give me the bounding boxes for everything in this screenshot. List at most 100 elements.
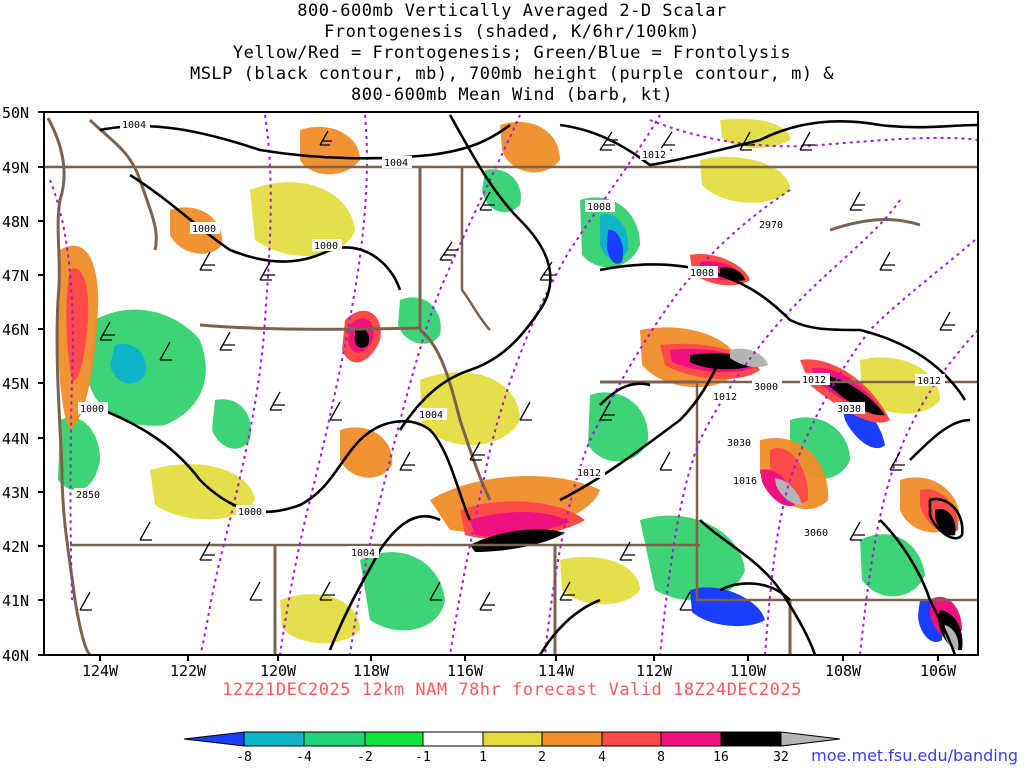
svg-text:108W: 108W bbox=[825, 662, 862, 680]
mslp-label: 1016 bbox=[731, 474, 761, 487]
height-label: 2970 bbox=[757, 218, 787, 231]
mslp-label: 1000 bbox=[78, 402, 108, 415]
colorbar-swatch bbox=[183, 731, 245, 747]
svg-text:46N: 46N bbox=[2, 321, 29, 339]
height-label: 2850 bbox=[74, 488, 104, 501]
colorbar-label: -8 bbox=[236, 750, 252, 765]
svg-text:106W: 106W bbox=[920, 662, 957, 680]
svg-text:1004: 1004 bbox=[122, 120, 146, 131]
lon-tick: 108W bbox=[825, 655, 862, 680]
svg-text:3030: 3030 bbox=[837, 404, 861, 415]
svg-text:3030: 3030 bbox=[727, 438, 751, 449]
svg-text:3060: 3060 bbox=[804, 528, 828, 539]
mslp-label: 1004 bbox=[120, 118, 150, 131]
svg-text:45N: 45N bbox=[2, 375, 29, 393]
lon-tick: 110W bbox=[730, 655, 767, 680]
svg-text:49N: 49N bbox=[2, 159, 29, 177]
mslp-label: 1008 bbox=[585, 200, 615, 213]
mslp-label: 1000 bbox=[236, 505, 266, 518]
colorbar-label: 16 bbox=[713, 750, 729, 765]
svg-text:1000: 1000 bbox=[80, 404, 104, 415]
mslp-label: 1012 bbox=[640, 148, 670, 161]
lon-tick: 122W bbox=[170, 655, 207, 680]
svg-text:44N: 44N bbox=[2, 430, 29, 448]
weak-frontogenesis-shading bbox=[150, 118, 940, 644]
height-label: 3030 bbox=[835, 402, 865, 415]
height-label: 3000 bbox=[752, 380, 782, 393]
lon-tick: 106W bbox=[920, 655, 957, 680]
svg-text:42N: 42N bbox=[2, 538, 29, 556]
height-label: 3060 bbox=[802, 526, 832, 539]
svg-text:1000: 1000 bbox=[314, 241, 338, 252]
mslp-label: 1004 bbox=[382, 156, 412, 169]
colorbar-swatch bbox=[720, 731, 782, 747]
colorbar-label: 4 bbox=[598, 750, 606, 765]
svg-text:43N: 43N bbox=[2, 484, 29, 502]
svg-text:47N: 47N bbox=[2, 267, 29, 285]
svg-text:1012: 1012 bbox=[713, 392, 737, 403]
lat-tick: 41N bbox=[2, 592, 44, 610]
color-bar: -8 -4 -2 -1 1 2 4 8 16 32 bbox=[183, 731, 841, 765]
mslp-label: 1000 bbox=[312, 239, 342, 252]
colorbar-swatch bbox=[482, 731, 543, 747]
svg-text:1012: 1012 bbox=[917, 376, 941, 387]
lat-tick: 42N bbox=[2, 538, 44, 556]
forecast-valid-footer: 12Z21DEC2025 12km NAM 78hr forecast Vali… bbox=[222, 680, 802, 700]
mslp-label: 1012 bbox=[800, 373, 830, 386]
svg-text:1008: 1008 bbox=[587, 202, 611, 213]
colorbar-swatch bbox=[364, 731, 424, 747]
svg-text:110W: 110W bbox=[730, 662, 767, 680]
lon-tick: 118W bbox=[353, 655, 390, 680]
title-line-4: MSLP (black contour, mb), 700mb height (… bbox=[189, 64, 835, 84]
svg-text:120W: 120W bbox=[260, 662, 297, 680]
colorbar-label: 32 bbox=[773, 750, 789, 765]
mslp-labels: 1004 1004 1000 1000 1008 1008 1012 1012 … bbox=[78, 118, 945, 559]
lat-tick: 49N bbox=[2, 159, 44, 177]
colorbar-swatch bbox=[601, 731, 662, 747]
lat-tick: 40N bbox=[2, 647, 44, 665]
svg-text:50N: 50N bbox=[2, 104, 29, 122]
height-label: 3030 bbox=[725, 436, 755, 449]
lon-tick: 112W bbox=[636, 655, 673, 680]
svg-text:41N: 41N bbox=[2, 592, 29, 610]
mslp-label: 1012 bbox=[575, 466, 605, 479]
lat-tick: 47N bbox=[2, 267, 44, 285]
latitude-axis: 50N 49N 48N 47N 46N 45N 44N 43N 42N 41N … bbox=[2, 104, 44, 665]
svg-text:1012: 1012 bbox=[642, 150, 666, 161]
lat-tick: 46N bbox=[2, 321, 44, 339]
svg-text:116W: 116W bbox=[447, 662, 484, 680]
colorbar-swatch bbox=[303, 731, 366, 747]
svg-text:1016: 1016 bbox=[733, 476, 757, 487]
svg-text:122W: 122W bbox=[170, 662, 207, 680]
svg-text:118W: 118W bbox=[353, 662, 390, 680]
lat-tick: 45N bbox=[2, 375, 44, 393]
colorbar-label: -1 bbox=[415, 750, 431, 765]
svg-text:1000: 1000 bbox=[192, 224, 216, 235]
title-line-3: Yellow/Red = Frontogenesis; Green/Blue =… bbox=[232, 43, 792, 63]
svg-text:40N: 40N bbox=[2, 647, 29, 665]
svg-text:3000: 3000 bbox=[754, 382, 778, 393]
lon-tick: 114W bbox=[538, 655, 575, 680]
map-plot-area: 1004 1004 1000 1000 1008 1008 1012 1012 … bbox=[44, 112, 978, 655]
colorbar-swatch bbox=[422, 731, 484, 747]
mslp-label: 1012 bbox=[711, 390, 741, 403]
mslp-label: 1012 bbox=[915, 374, 945, 387]
colorbar-label: 8 bbox=[657, 750, 665, 765]
svg-text:124W: 124W bbox=[82, 662, 119, 680]
lon-tick: 116W bbox=[447, 655, 484, 680]
lat-tick: 43N bbox=[2, 484, 44, 502]
colorbar-swatch bbox=[780, 731, 841, 747]
extreme-frontogenesis-shading bbox=[354, 267, 963, 651]
mslp-label: 1000 bbox=[190, 222, 220, 235]
svg-text:1000: 1000 bbox=[238, 507, 262, 518]
svg-text:1004: 1004 bbox=[351, 548, 375, 559]
title-line-5: 800-600mb Mean Wind (barb, kt) bbox=[350, 85, 674, 105]
svg-text:1012: 1012 bbox=[802, 375, 826, 386]
mslp-label: 1004 bbox=[417, 408, 447, 421]
colorbar-swatch bbox=[243, 731, 305, 747]
svg-text:1008: 1008 bbox=[690, 268, 714, 279]
colorbar-label: -2 bbox=[357, 750, 373, 765]
frontolysis-shading bbox=[58, 169, 925, 631]
source-credit-link[interactable]: moe.met.fsu.edu/banding bbox=[811, 746, 1018, 765]
